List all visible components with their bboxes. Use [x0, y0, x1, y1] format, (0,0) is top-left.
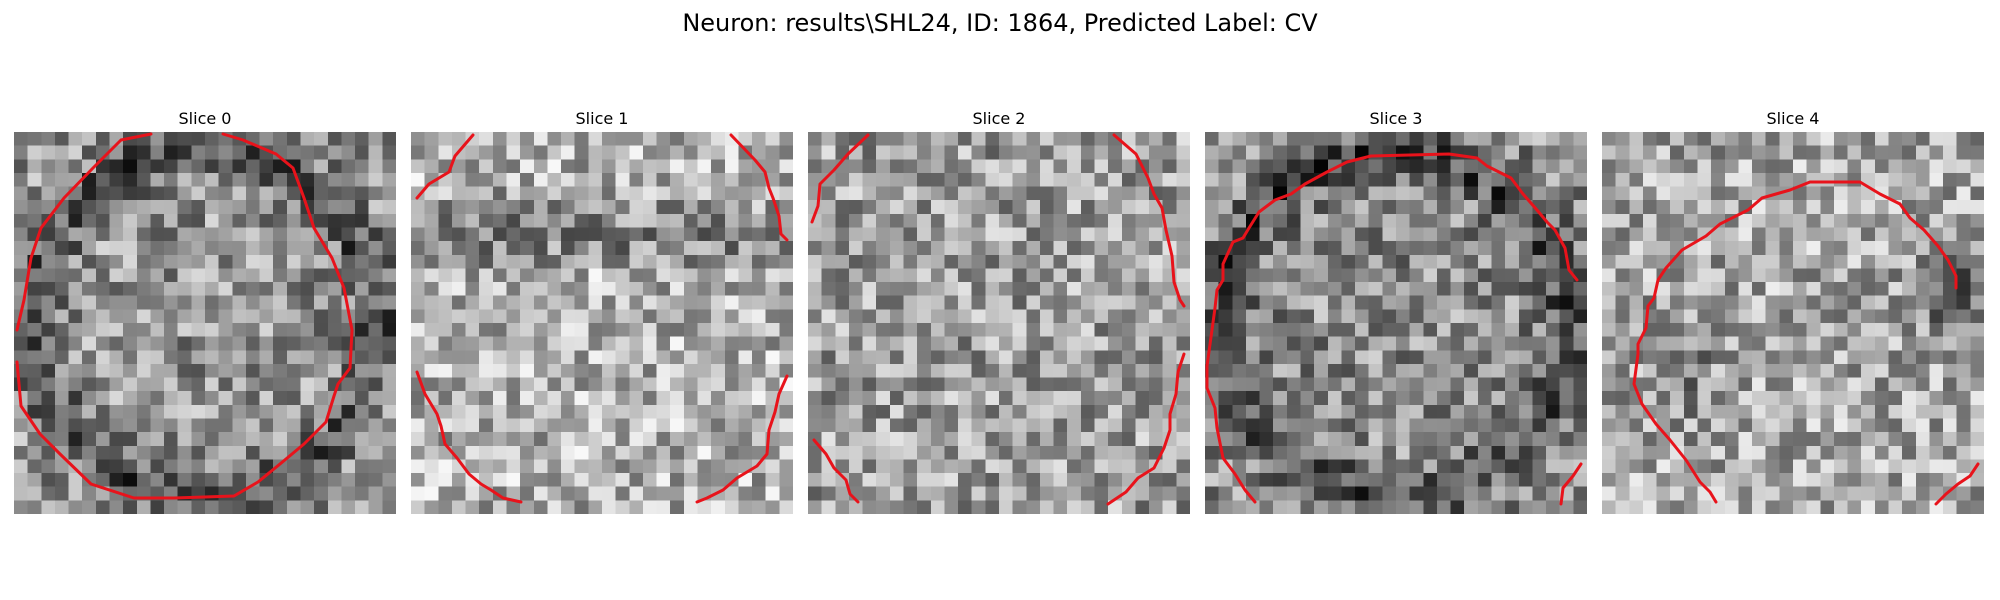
slice-image	[411, 132, 793, 514]
slice-title: Slice 0	[178, 109, 232, 128]
slice-panel-4: Slice 4	[1602, 108, 1984, 514]
slice-image	[808, 132, 1190, 514]
slice-panel-0: Slice 0	[14, 108, 396, 514]
slice-title: Slice 4	[1766, 109, 1820, 128]
slice-panel-3: Slice 3	[1205, 108, 1587, 514]
slice-title: Slice 3	[1369, 109, 1423, 128]
slice-panel-1: Slice 1	[411, 108, 793, 514]
slice-image	[1602, 132, 1984, 514]
slice-title: Slice 1	[575, 109, 629, 128]
slice-image	[1205, 132, 1587, 514]
slice-image	[14, 132, 396, 514]
slice-title: Slice 2	[972, 109, 1026, 128]
figure-title: Neuron: results\SHL24, ID: 1864, Predict…	[682, 9, 1318, 37]
slice-panel-2: Slice 2	[808, 108, 1190, 514]
